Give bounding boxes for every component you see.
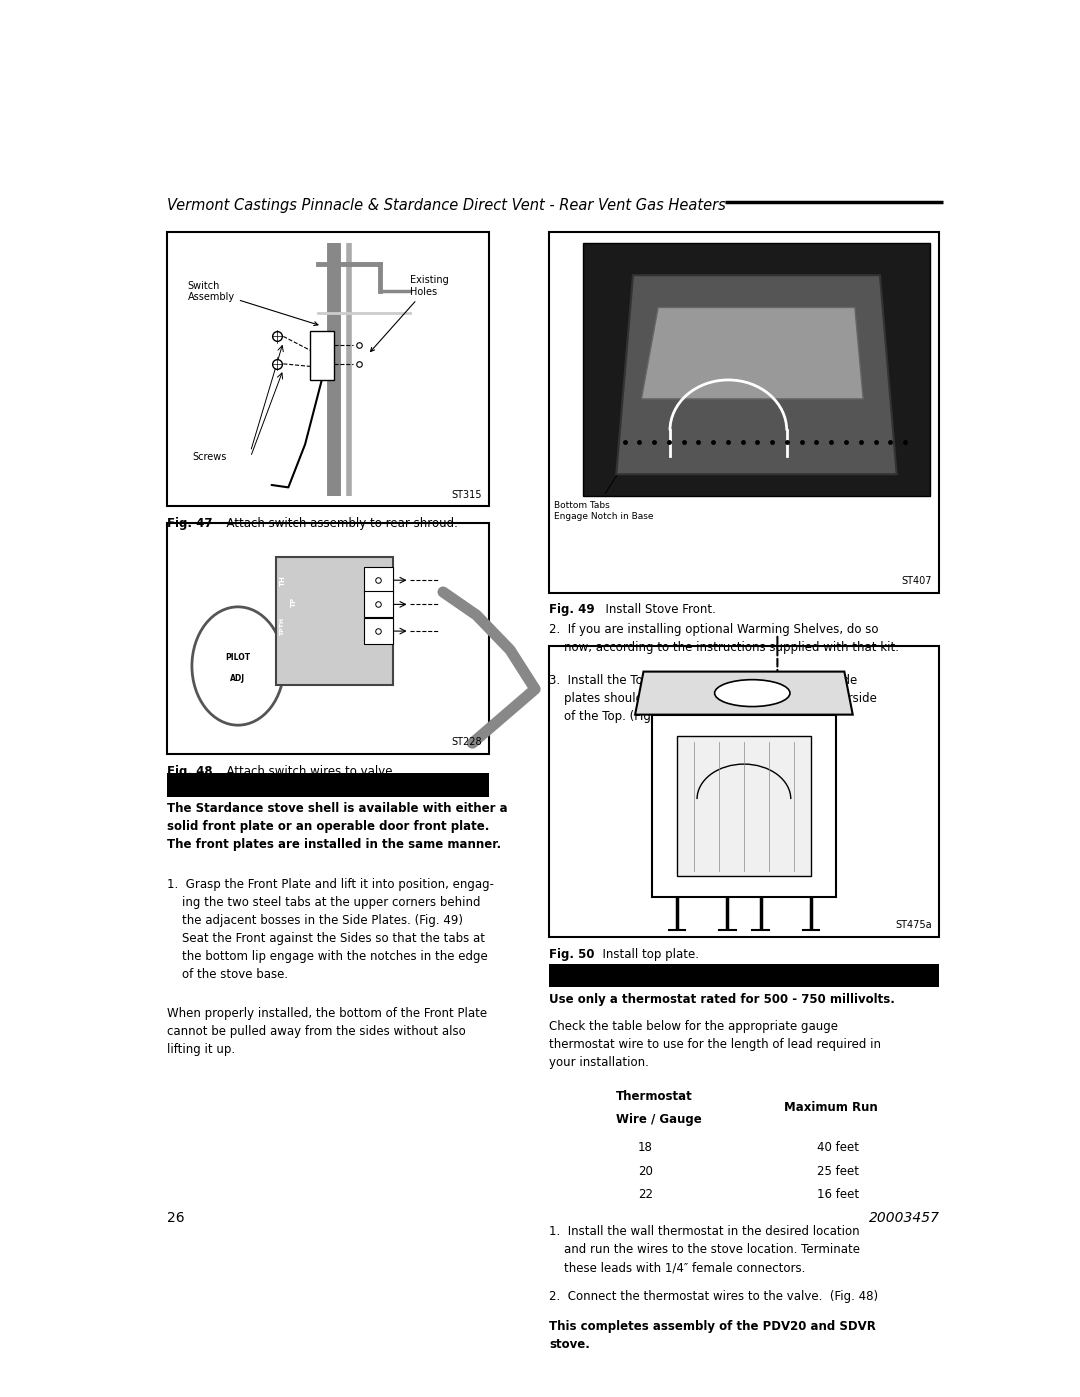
Text: Switch
Assembly: Switch Assembly: [188, 281, 318, 326]
Text: Attach switch wires to valve.: Attach switch wires to valve.: [218, 764, 396, 778]
Text: TH: TH: [280, 574, 286, 585]
Text: The Stardance stove shell is available with either a
solid front plate or an ope: The Stardance stove shell is available w…: [166, 802, 508, 851]
Text: TP: TP: [291, 597, 297, 606]
Bar: [275, 557, 393, 685]
Text: 16 feet: 16 feet: [816, 1189, 860, 1201]
Text: TPTH: TPTH: [280, 619, 285, 636]
Text: When properly installed, the bottom of the Front Plate
cannot be pulled away fro: When properly installed, the bottom of t…: [166, 1007, 487, 1056]
Bar: [166, 522, 489, 754]
Text: 20003457: 20003457: [869, 1211, 941, 1225]
Bar: [166, 774, 489, 796]
Text: 1.  Install the wall thermostat in the desired location
    and run the wires to: 1. Install the wall thermostat in the de…: [550, 1225, 861, 1274]
Bar: [550, 232, 939, 592]
Text: 22: 22: [638, 1189, 653, 1201]
Text: ST475a: ST475a: [895, 921, 932, 930]
Text: Fig. 49: Fig. 49: [550, 604, 595, 616]
Bar: [310, 331, 334, 380]
Text: Check the table below for the appropriate gauge
thermostat wire to use for the l: Check the table below for the appropriat…: [550, 1020, 881, 1069]
Bar: [364, 567, 393, 594]
Text: Screws: Screws: [192, 453, 227, 462]
Text: 2.  If you are installing optional Warming Shelves, do so
    now, according to : 2. If you are installing optional Warmin…: [550, 623, 900, 654]
Bar: [550, 647, 939, 937]
Bar: [677, 736, 811, 876]
Text: 3.  Install the Top Plate. The upper edges of the side
    plates should seat in: 3. Install the Top Plate. The upper edge…: [550, 675, 877, 724]
Text: Fig. 50: Fig. 50: [550, 947, 595, 961]
Text: 2.  Connect the thermostat wires to the valve.  (Fig. 48): 2. Connect the thermostat wires to the v…: [550, 1289, 878, 1302]
Text: Thermostat: Thermostat: [617, 1090, 693, 1102]
Text: Maximum Run: Maximum Run: [784, 1101, 877, 1115]
Bar: [364, 619, 393, 644]
Text: Existing
Holes: Existing Holes: [370, 275, 448, 352]
Text: 26: 26: [166, 1211, 185, 1225]
Text: Bottom Tabs
Engage Notch in Base: Bottom Tabs Engage Notch in Base: [554, 502, 653, 521]
Polygon shape: [635, 672, 853, 715]
Text: Fig. 48: Fig. 48: [166, 764, 213, 778]
Text: ST315: ST315: [451, 490, 483, 500]
Polygon shape: [642, 307, 863, 400]
Polygon shape: [617, 275, 896, 474]
Polygon shape: [583, 243, 930, 496]
Text: Vermont Castings Pinnacle & Stardance Direct Vent - Rear Vent Gas Heaters: Vermont Castings Pinnacle & Stardance Di…: [166, 198, 726, 214]
Text: 25 feet: 25 feet: [818, 1165, 859, 1178]
Ellipse shape: [715, 680, 789, 707]
Text: 1.  Grasp the Front Plate and lift it into position, engag-
    ing the two stee: 1. Grasp the Front Plate and lift it int…: [166, 877, 494, 981]
Bar: [652, 715, 836, 897]
Text: ADJ: ADJ: [230, 675, 245, 683]
Text: ST407: ST407: [902, 576, 932, 587]
Text: Use only a thermostat rated for 500 - 750 millivolts.: Use only a thermostat rated for 500 - 75…: [550, 993, 895, 1006]
Text: 20: 20: [638, 1165, 653, 1178]
Bar: [550, 964, 939, 988]
Text: This completes assembly of the PDV20 and SDVR
stove.: This completes assembly of the PDV20 and…: [550, 1320, 876, 1351]
Text: 18: 18: [638, 1141, 653, 1154]
Text: Fig. 47: Fig. 47: [166, 517, 213, 531]
Text: PILOT: PILOT: [226, 652, 251, 662]
Circle shape: [192, 606, 284, 725]
Text: 40 feet: 40 feet: [818, 1141, 859, 1154]
Text: Install top plate.: Install top plate.: [595, 947, 700, 961]
Text: Attach switch assembly to rear shroud.: Attach switch assembly to rear shroud.: [218, 517, 458, 531]
Text: Wire / Gauge: Wire / Gauge: [617, 1113, 702, 1126]
Bar: [364, 591, 393, 617]
Text: Install Stove Front.: Install Stove Front.: [598, 604, 716, 616]
Text: ST228: ST228: [451, 738, 483, 747]
Bar: [166, 232, 489, 507]
